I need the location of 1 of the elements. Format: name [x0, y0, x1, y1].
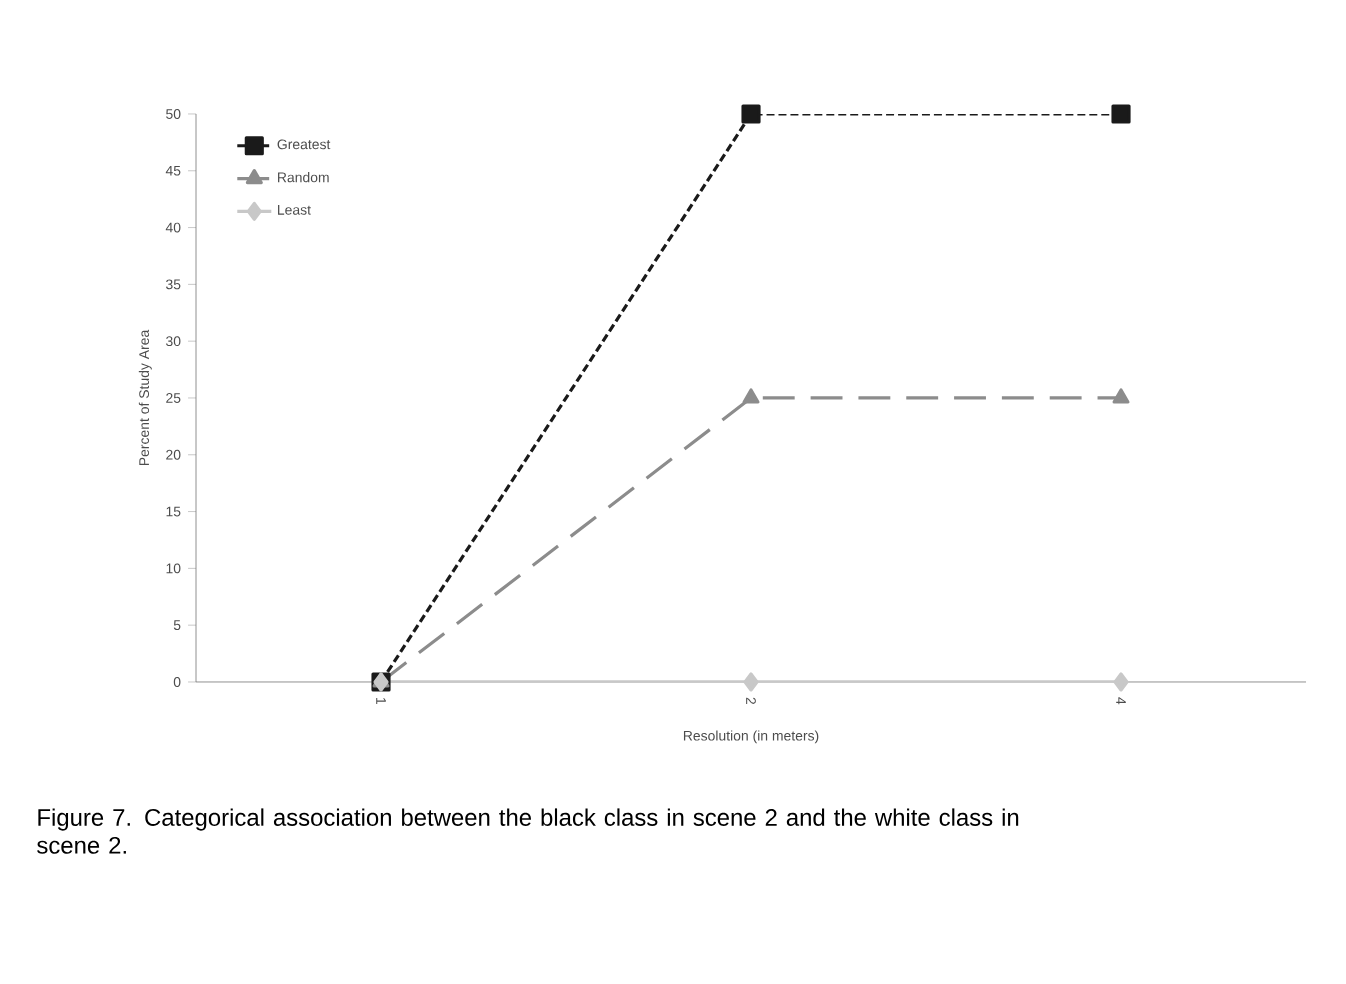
caption: Figure 7. Categorical association between the black class in scene 2 and the white class in scene 2.: [37, 808, 1019, 854]
